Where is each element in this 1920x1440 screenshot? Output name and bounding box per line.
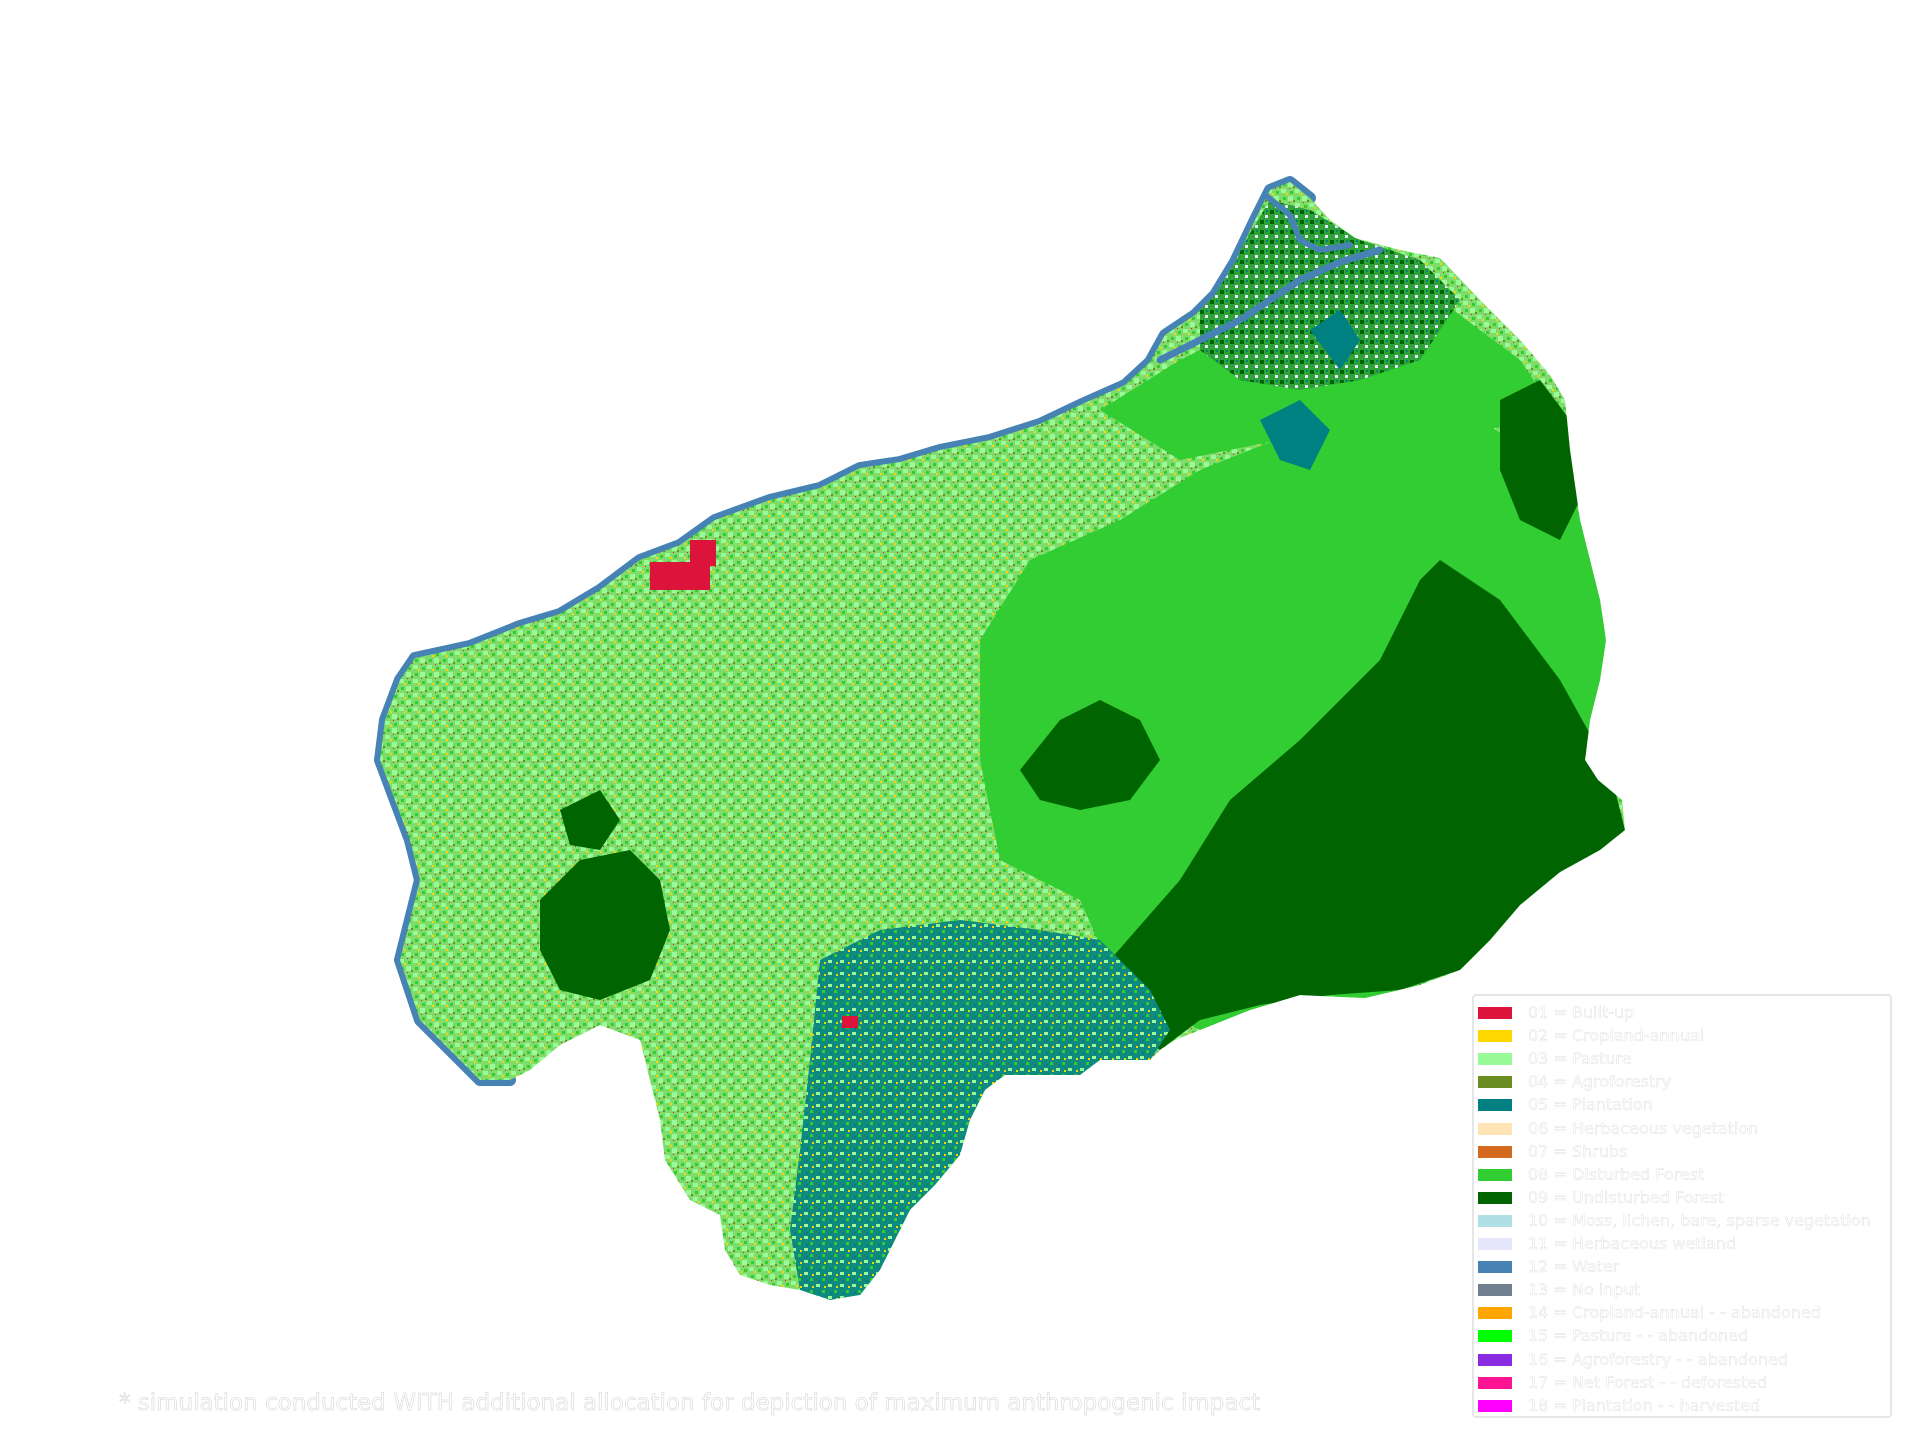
legend-swatch xyxy=(1478,1076,1512,1089)
legend-label: 03 = Pasture xyxy=(1528,1049,1632,1069)
undisturbed-forest-west xyxy=(540,850,670,1000)
footnote: * simulation conducted WITH additional a… xyxy=(119,1390,1261,1417)
legend-swatch xyxy=(1478,1399,1512,1412)
legend-swatch xyxy=(1478,1053,1512,1066)
legend-label: 17 = Net Forest - - deforested xyxy=(1528,1372,1768,1392)
undisturbed-forest-central xyxy=(1020,700,1160,810)
northern-estuary-water xyxy=(1262,192,1353,254)
legend-label: 10 = Moss, lichen, bare, sparse vegetati… xyxy=(1528,1210,1871,1230)
legend-label: 15 = Pasture - - abandoned xyxy=(1528,1326,1749,1346)
map-subtitle: - simulated initial LULC map for the wor… xyxy=(118,130,1295,179)
legend-item: 06 = Herbaceous vegetation xyxy=(1474,1118,1890,1140)
legend-label: 16 = Agroforestry - - abandoned xyxy=(1528,1349,1788,1369)
northern-river-water xyxy=(1156,246,1384,364)
legend-item: 09 = Undisturbed Forest xyxy=(1474,1187,1890,1209)
legend-label: 02 = Cropland-annual xyxy=(1528,1026,1705,1046)
legend-item: 10 = Moss, lichen, bare, sparse vegetati… xyxy=(1474,1210,1890,1232)
legend-item: 03 = Pasture xyxy=(1474,1048,1890,1070)
legend-label: 18 = Plantation - - harvested xyxy=(1528,1395,1760,1415)
built-up-esmeraldas-2 xyxy=(690,540,716,566)
legend-swatch xyxy=(1478,1330,1512,1343)
legend-label: 12 = Water xyxy=(1528,1257,1620,1277)
legend-item: 08 = Disturbed Forest xyxy=(1474,1164,1890,1186)
legend-label: 01 = Built-up xyxy=(1528,1003,1635,1022)
legend-swatch xyxy=(1478,1030,1512,1043)
built-up-south xyxy=(842,1016,858,1028)
undisturbed-forest-east xyxy=(1110,560,1625,1050)
map-legend: 01 = Built-up 02 = Cropland-annual 03 = Pa… xyxy=(1472,994,1892,1418)
legend-swatch xyxy=(1478,1214,1512,1227)
legend-item: 17 = Net Forest - - deforested xyxy=(1474,1372,1890,1394)
legend-swatch xyxy=(1478,1307,1512,1320)
legend-item: 02 = Cropland-annual xyxy=(1474,1025,1890,1047)
built-up-esmeraldas xyxy=(650,562,710,590)
legend-swatch xyxy=(1478,1284,1512,1297)
legend-label: 13 = No input xyxy=(1528,1280,1640,1300)
legend-item: 01 = Built-up xyxy=(1474,1002,1890,1024)
legend-label: 06 = Herbaceous vegetation xyxy=(1528,1118,1759,1138)
land-cover xyxy=(380,182,1625,1300)
legend-item: 15 = Pasture - - abandoned xyxy=(1474,1325,1890,1347)
legend-swatch xyxy=(1478,1238,1512,1250)
legend-swatch xyxy=(1478,1122,1512,1135)
legend-swatch xyxy=(1478,1168,1512,1181)
map-title: LPB LULCC SIMULATION - most probable lan… xyxy=(119,74,1686,123)
legend-item: 04 = Agroforestry xyxy=(1474,1071,1890,1093)
legend-item: 14 = Cropland-annual - - abandoned xyxy=(1474,1302,1890,1324)
legend-item: 05 = Plantation xyxy=(1474,1094,1890,1116)
legend-swatch xyxy=(1478,1145,1512,1158)
legend-swatch xyxy=(1478,1007,1512,1019)
legend-item: 07 = Shrubs xyxy=(1474,1141,1890,1163)
northern-delta xyxy=(1200,200,1460,390)
legend-item: 11 = Herbaceous wetland xyxy=(1474,1233,1890,1255)
map-year: Year = 2025 xyxy=(119,304,378,353)
legend-label: 08 = Disturbed Forest xyxy=(1528,1164,1705,1184)
legend-swatch xyxy=(1478,1353,1512,1366)
legend-swatch xyxy=(1478,1191,1512,1204)
legend-item: 12 = Water xyxy=(1474,1256,1890,1278)
legend-label: 07 = Shrubs xyxy=(1528,1141,1628,1161)
legend-swatch xyxy=(1478,1099,1512,1112)
plantation-patches-north xyxy=(1260,310,1360,470)
undisturbed-forest-west2 xyxy=(560,790,620,850)
legend-swatch xyxy=(1478,1261,1512,1274)
plantation-zone xyxy=(790,920,1170,1300)
map-scenario: ECUADOR Esmeraldas SSP2-4.5 weak_conserv… xyxy=(118,186,1397,235)
legend-item: 13 = No input xyxy=(1474,1279,1890,1301)
legend-item: 18 = Plantation - - harvested xyxy=(1474,1395,1890,1417)
legend-label: 11 = Herbaceous wetland xyxy=(1528,1234,1737,1253)
undisturbed-forest-northeast xyxy=(1500,380,1580,540)
legend-item: 16 = Agroforestry - - abandoned xyxy=(1474,1349,1890,1371)
legend-label: 09 = Undisturbed Forest xyxy=(1528,1187,1725,1207)
legend-swatch xyxy=(1478,1376,1512,1389)
legend-label: 14 = Cropland-annual - - abandoned xyxy=(1528,1303,1821,1323)
legend-label: 04 = Agroforestry xyxy=(1528,1072,1672,1092)
legend-label: 05 = Plantation xyxy=(1528,1095,1653,1115)
